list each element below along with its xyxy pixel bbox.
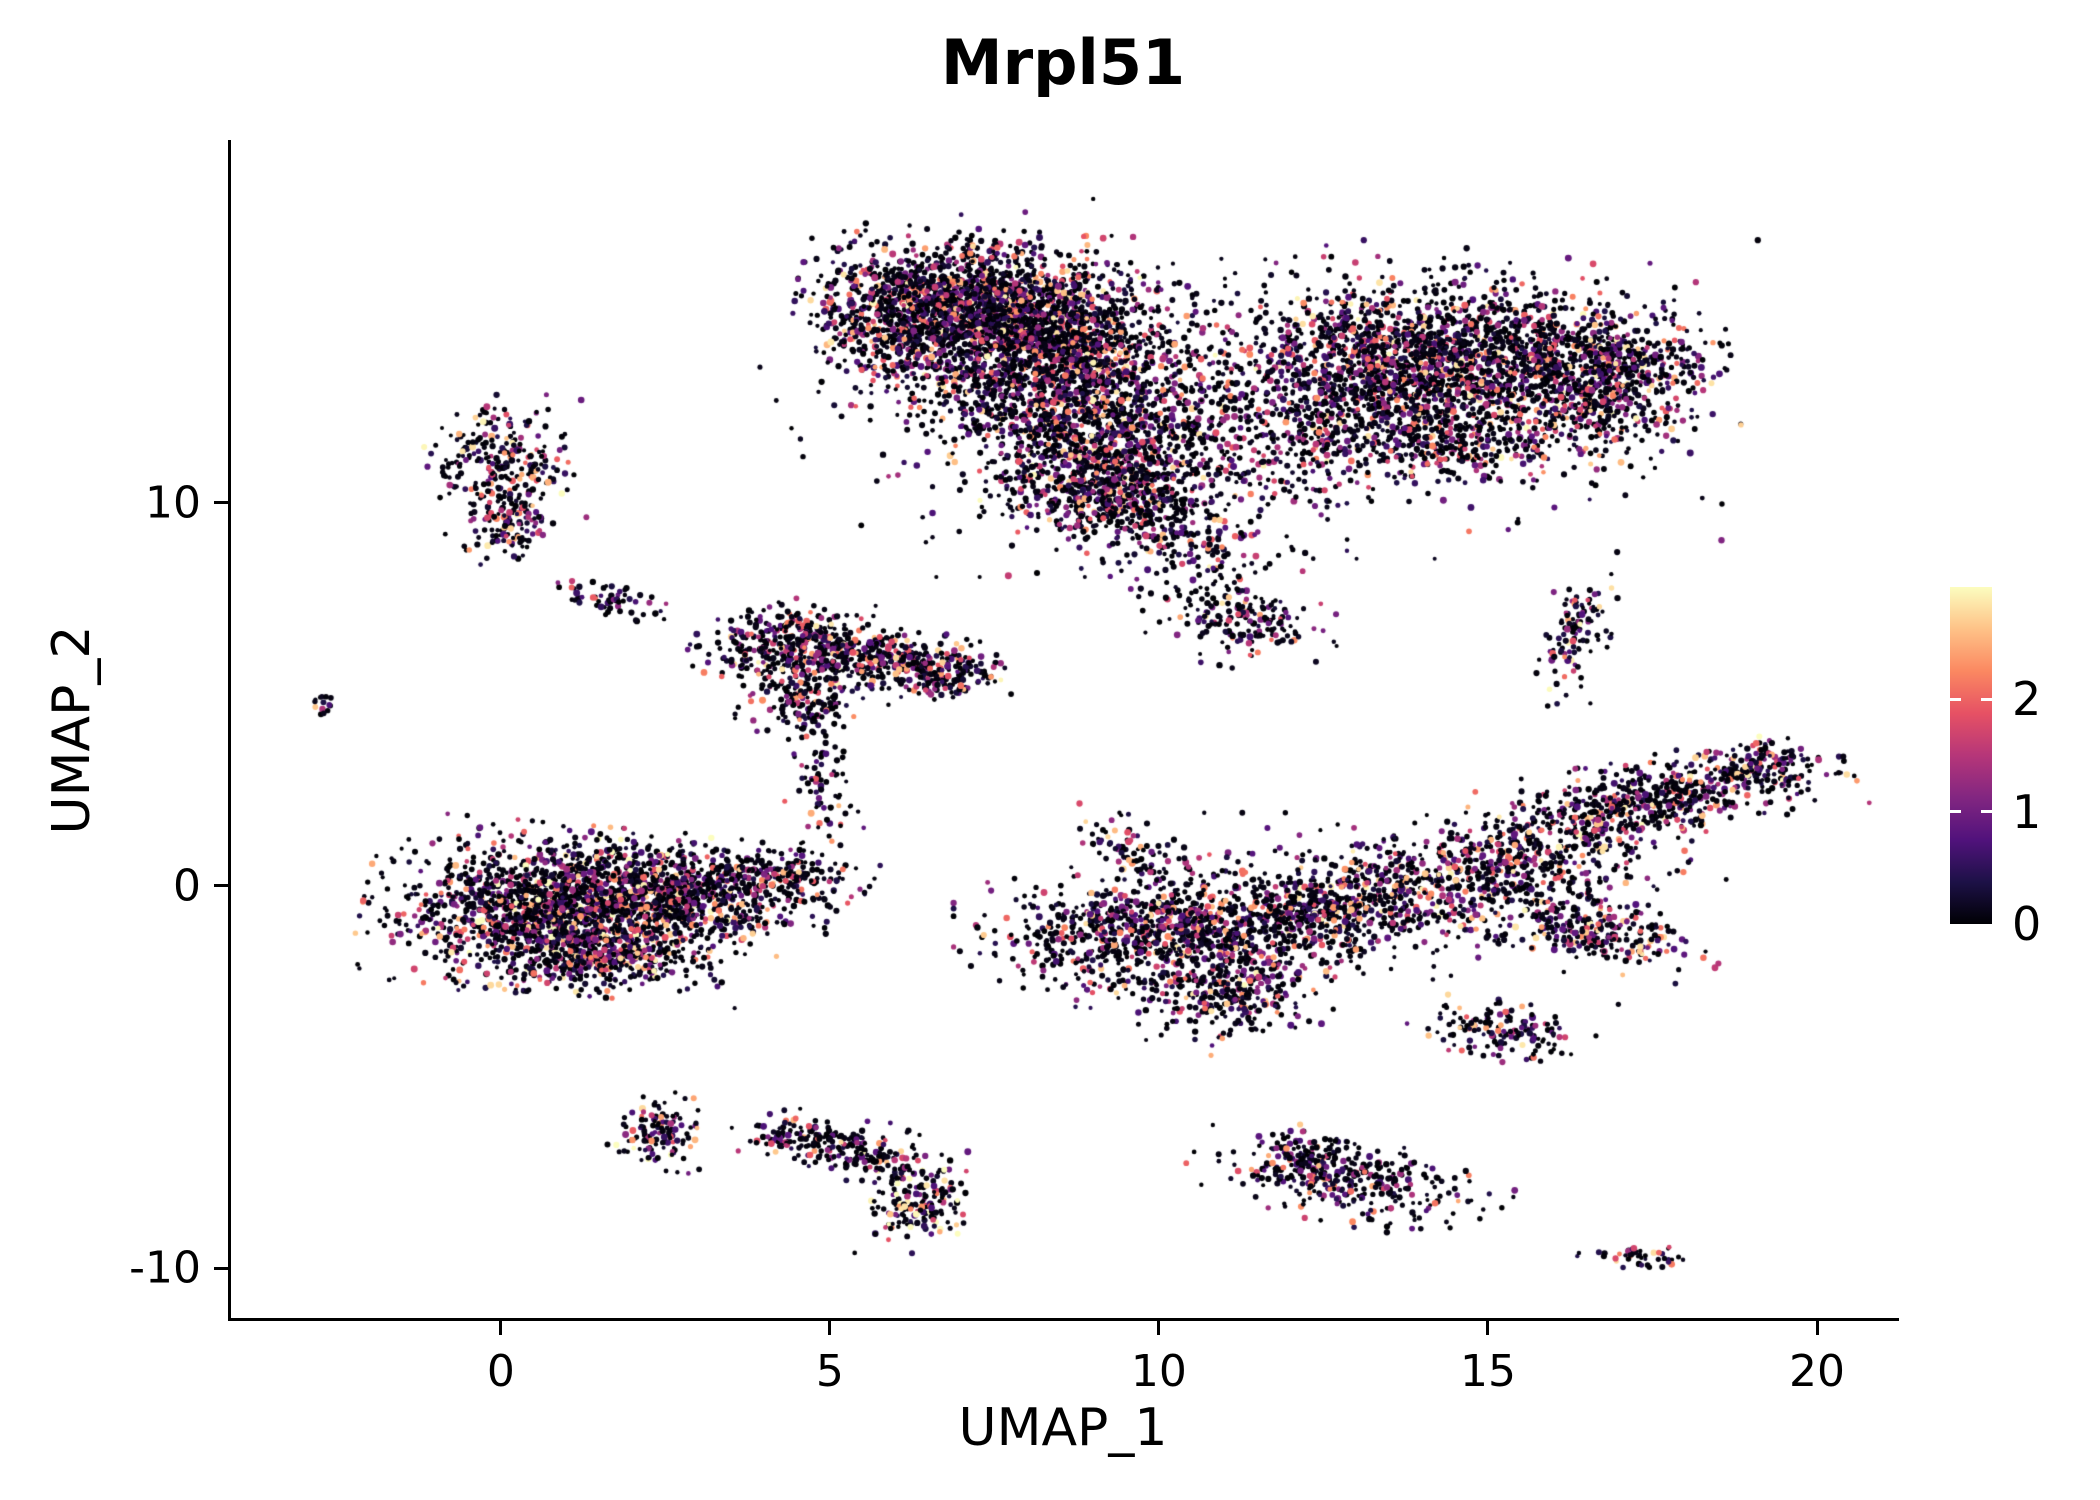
colorbar-tick-mark — [1950, 810, 1961, 814]
y-tick-mark — [214, 1266, 228, 1270]
x-tick-mark — [1486, 1321, 1490, 1335]
y-tick-label: 10 — [145, 477, 201, 529]
expression-colorbar — [1950, 587, 1992, 924]
y-tick-label: -10 — [129, 1242, 201, 1294]
y-tick-label: 0 — [173, 860, 201, 911]
page-title: Mrpl51 — [940, 26, 1186, 99]
x-tick-label: 0 — [486, 1346, 515, 1397]
x-axis-line — [228, 1318, 1899, 1321]
y-axis-title: UMAP_2 — [42, 625, 102, 835]
x-tick-mark — [828, 1321, 832, 1335]
x-tick-label: 15 — [1459, 1346, 1516, 1397]
x-tick-mark — [499, 1321, 503, 1335]
colorbar-tick-label: 0 — [2012, 897, 2042, 951]
colorbar-tick-label: 2 — [2012, 672, 2042, 727]
y-tick-mark — [214, 884, 228, 887]
x-tick-label: 10 — [1130, 1346, 1187, 1397]
y-axis-line — [228, 140, 231, 1321]
umap-scatter-canvas — [231, 143, 1896, 1318]
x-axis-title: UMAP_1 — [958, 1398, 1168, 1458]
colorbar-tick-mark — [1981, 697, 1992, 701]
x-tick-label: 5 — [815, 1346, 844, 1397]
colorbar-tick-mark — [1981, 810, 1992, 814]
x-tick-mark — [1815, 1321, 1819, 1335]
colorbar-tick-label: 1 — [2012, 784, 2042, 839]
colorbar-tick-mark — [1950, 697, 1961, 701]
x-tick-mark — [1157, 1321, 1161, 1335]
x-tick-label: 20 — [1789, 1346, 1846, 1397]
y-tick-mark — [214, 501, 228, 505]
